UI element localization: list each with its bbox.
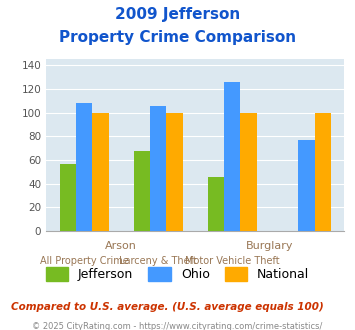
Legend: Jefferson, Ohio, National: Jefferson, Ohio, National xyxy=(40,262,315,286)
Bar xyxy=(166,113,183,231)
Bar xyxy=(208,177,224,231)
Text: All Property Crime: All Property Crime xyxy=(40,256,129,266)
Bar xyxy=(298,140,315,231)
Text: Larceny & Theft: Larceny & Theft xyxy=(119,256,197,266)
Text: Property Crime Comparison: Property Crime Comparison xyxy=(59,30,296,45)
Text: © 2025 CityRating.com - https://www.cityrating.com/crime-statistics/: © 2025 CityRating.com - https://www.city… xyxy=(32,322,323,330)
Text: 2009 Jefferson: 2009 Jefferson xyxy=(115,7,240,21)
Text: Burglary: Burglary xyxy=(246,241,293,251)
Bar xyxy=(134,150,150,231)
Text: Compared to U.S. average. (U.S. average equals 100): Compared to U.S. average. (U.S. average … xyxy=(11,302,323,312)
Bar xyxy=(240,113,257,231)
Bar xyxy=(92,113,109,231)
Bar xyxy=(76,103,92,231)
Text: Arson: Arson xyxy=(105,241,137,251)
Bar xyxy=(224,82,240,231)
Bar xyxy=(315,113,331,231)
Bar xyxy=(150,106,166,231)
Text: Motor Vehicle Theft: Motor Vehicle Theft xyxy=(185,256,280,266)
Bar xyxy=(60,164,76,231)
